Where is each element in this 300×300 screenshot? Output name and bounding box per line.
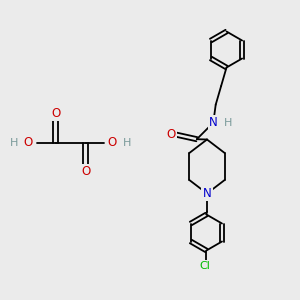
Text: O: O — [24, 136, 33, 149]
Text: O: O — [81, 165, 90, 178]
Text: O: O — [108, 136, 117, 149]
Text: Cl: Cl — [200, 261, 210, 271]
Text: H: H — [10, 137, 19, 148]
Text: N: N — [209, 116, 218, 129]
Text: O: O — [167, 128, 176, 141]
Text: O: O — [51, 106, 60, 120]
Text: N: N — [202, 187, 211, 200]
Text: H: H — [122, 137, 131, 148]
Text: H: H — [224, 118, 232, 128]
